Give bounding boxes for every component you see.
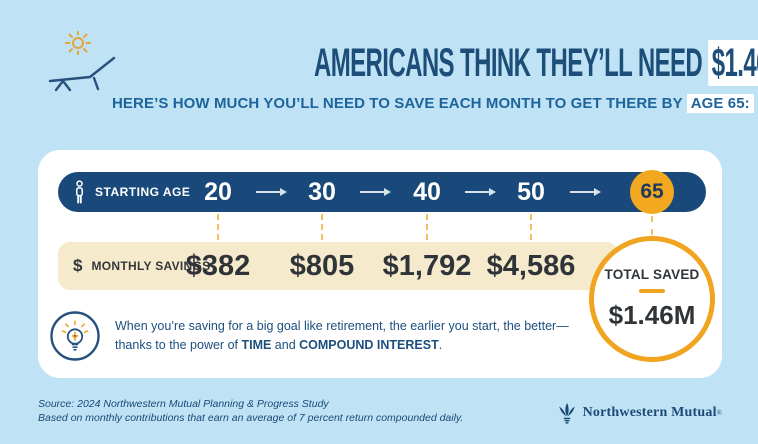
starting-age-label: STARTING AGE bbox=[95, 185, 191, 199]
age-30: 30 bbox=[308, 178, 336, 206]
source-line2: Based on monthly contributions that earn… bbox=[38, 412, 464, 424]
age-40: 40 bbox=[413, 178, 441, 206]
dashed-connector bbox=[321, 214, 323, 240]
dashed-connector bbox=[651, 216, 653, 235]
dollar-icon: $ bbox=[73, 256, 83, 275]
sun-lounger-icon bbox=[42, 28, 120, 92]
person-icon bbox=[73, 180, 86, 204]
tip-bold-compound-interest: COMPOUND INTEREST bbox=[299, 338, 439, 352]
arrow-right-icon bbox=[570, 188, 601, 196]
arrow-right-icon bbox=[360, 188, 391, 196]
subtitle-highlight: AGE 65: bbox=[686, 94, 754, 113]
brand-name: Northwestern Mutual bbox=[582, 405, 717, 420]
tip-line1: When you’re saving for a big goal like r… bbox=[115, 319, 569, 333]
total-saved-value: $1.46M bbox=[608, 300, 696, 330]
monthly-savings-bar: $ MONTHLY SAVINGS bbox=[58, 242, 618, 290]
savings-value-50: $4,586 bbox=[486, 250, 576, 282]
source-line1: Source: 2024 Northwestern Mutual Plannin… bbox=[38, 398, 329, 410]
title-highlight: $1.46M bbox=[708, 40, 758, 86]
age-50: 50 bbox=[517, 178, 545, 206]
source-note: Source: 2024 Northwestern Mutual Plannin… bbox=[38, 397, 463, 425]
final-age-badge: 65 bbox=[630, 170, 674, 214]
savings-value-20: $382 bbox=[185, 250, 251, 282]
age-65: 65 bbox=[640, 180, 664, 203]
dashed-connector bbox=[217, 214, 219, 240]
subtitle: HERE’S HOW MUCH YOU’LL NEED TO SAVE EACH… bbox=[112, 94, 754, 113]
savings-value-30: $805 bbox=[289, 250, 355, 282]
page-title: AMERICANS THINK THEY’LL NEED $1.46M TO R… bbox=[112, 38, 758, 88]
total-saved-label: TOTAL SAVED bbox=[604, 267, 700, 282]
northwestern-mutual-logo: Northwestern Mutual ® bbox=[556, 402, 722, 424]
tip-line2: thanks to the power of bbox=[115, 338, 242, 352]
savings-card: STARTING AGE 20 30 40 50 65 $ MONTHLY SA… bbox=[38, 150, 722, 378]
dashed-connector bbox=[530, 214, 532, 240]
tip-text: When you’re saving for a big goal like r… bbox=[115, 319, 569, 352]
lightbulb-icon bbox=[49, 310, 101, 362]
divider bbox=[639, 289, 665, 293]
monthly-savings-label: MONTHLY SAVINGS bbox=[91, 259, 211, 273]
arrow-right-icon bbox=[465, 188, 496, 196]
arrow-right-icon bbox=[256, 188, 287, 196]
registered-mark: ® bbox=[716, 409, 722, 417]
total-saved-badge: TOTAL SAVED $1.46M bbox=[589, 236, 715, 362]
age-20: 20 bbox=[204, 178, 232, 206]
savings-value-40: $1,792 bbox=[382, 250, 472, 282]
plume-icon bbox=[558, 402, 575, 424]
tip-bold-time: TIME bbox=[241, 338, 272, 352]
title-text: AMERICANS THINK THEY’LL NEED bbox=[314, 41, 709, 85]
subtitle-text: HERE’S HOW MUCH YOU’LL NEED TO SAVE EACH… bbox=[112, 95, 687, 112]
dashed-connector bbox=[426, 214, 428, 240]
tip-section: When you’re saving for a big goal like r… bbox=[49, 310, 569, 362]
